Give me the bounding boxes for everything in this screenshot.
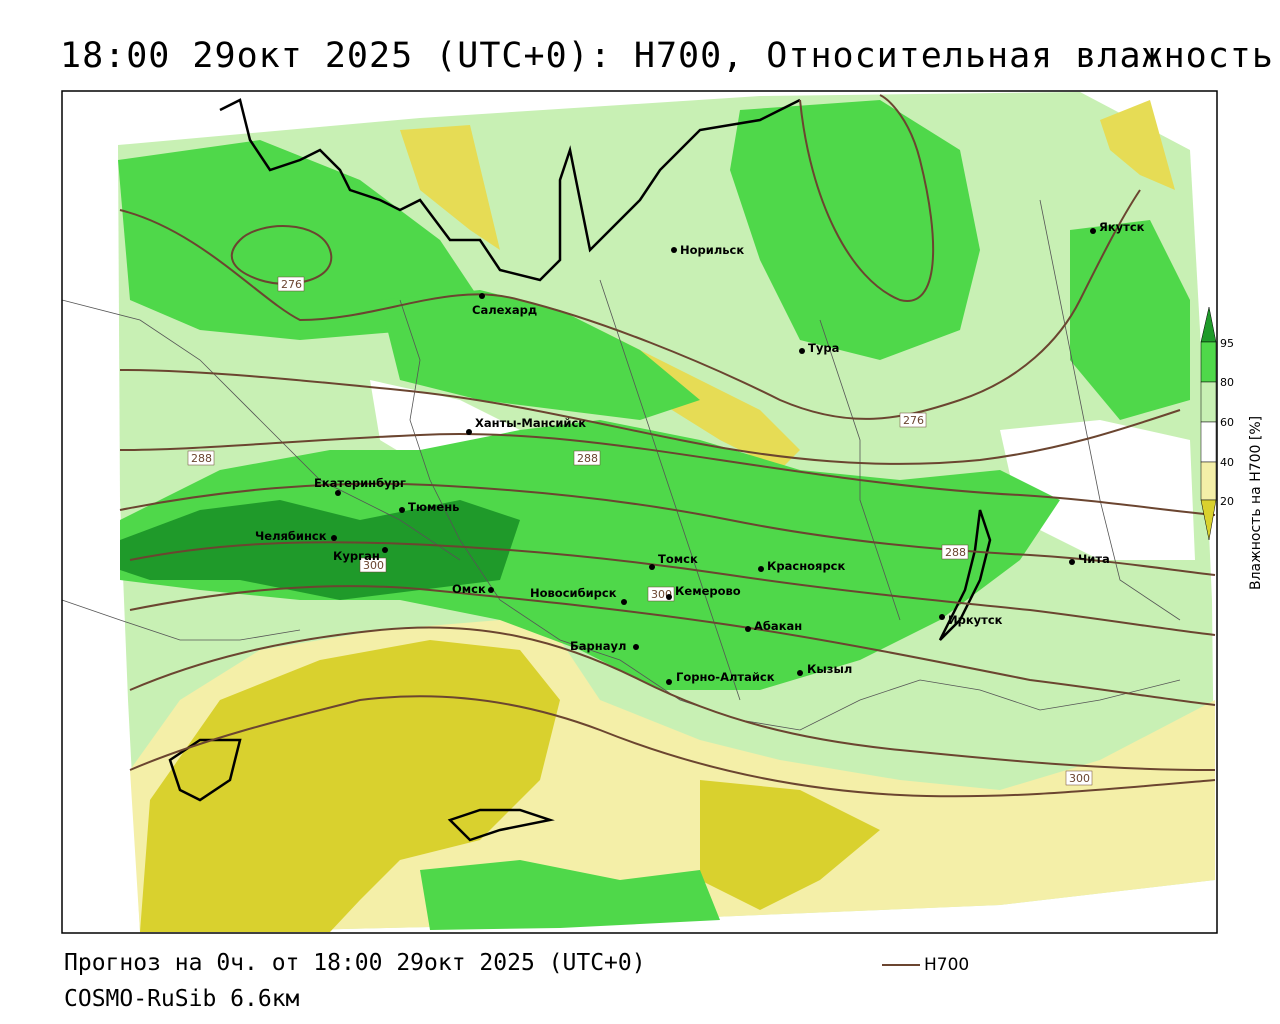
humid-zone-central-band [120,420,1060,690]
contour-label: 276 [903,414,924,427]
h700-legend-line [882,964,920,966]
dry-zone-east [700,780,880,910]
contour-labels: 276 276 288 288 288 300 300 300 [187,276,1093,786]
city-label: Томск [658,552,698,566]
contour-label: 300 [363,559,384,572]
map-title: 18:00 29окт 2025 (UTC+0): H700, Относите… [60,36,1274,76]
dry-zone-north [400,125,500,250]
city-label: Курган [333,549,380,563]
borders [61,199,1181,731]
contour-label: 288 [577,452,598,465]
city-label: Кызыл [807,662,852,676]
colorbar-tick: 95 [1220,337,1234,350]
contour-label: 288 [191,452,212,465]
colorbar-segment [1200,341,1217,383]
city-label: Чита [1078,552,1110,566]
colorbar-segment [1200,421,1217,463]
humid-zone-ural-core [120,500,520,600]
model-name: COSMO-RuSib 6.6км [64,986,300,1012]
contour-label: 300 [1069,772,1090,785]
humid-zone-yakutsk [1070,220,1190,420]
city-label: Новосибирск [530,586,617,600]
colorbar: 95 80 60 40 20 [1200,306,1234,541]
colorbar-tick: 80 [1220,376,1234,389]
city-label: Кемерово [675,584,741,598]
contour-label: 276 [281,278,302,291]
humid-zone-west-siberia [380,290,700,420]
city-label: Салехард [472,303,537,317]
forecast-info: Прогноз на 0ч. от 18:00 29окт 2025 (UTC+… [64,950,646,976]
city-label: Тюмень [408,500,459,514]
city-label: Омск [452,582,486,596]
city-label: Абакан [754,619,802,633]
city-label: Иркутск [948,613,1003,627]
city-label: Ханты-Мансийск [475,416,586,430]
city-label: Тура [808,341,839,355]
dry-zone-yakutia [1100,100,1175,190]
city-label: Якутск [1099,220,1145,234]
moderate-zone-east [1000,420,1195,560]
city-label: Горно-Алтайск [676,670,775,684]
colorbar-title: Влажность на H700 [%] [1248,415,1264,590]
map-frame [61,90,1218,934]
colorbar-bottom-arrow [1200,499,1217,541]
city-label: Екатеринбург [314,476,406,490]
city-label: Барнаул [570,639,626,653]
colorbar-segment [1200,461,1217,501]
colorbar-segment [1200,381,1217,423]
contour-label: 288 [945,546,966,559]
h700-contours [119,94,1216,798]
colorbar-tick: 20 [1220,495,1234,508]
city-label: Норильск [680,243,744,257]
city-markers: Норильск Якутск Салехард Тура Ханты-Манс… [255,220,1145,685]
humid-zone-taimyr [730,100,980,360]
city-label: Красноярск [767,559,845,573]
colorbar-tick: 40 [1220,456,1234,469]
city-label: Челябинск [255,529,327,543]
humid-zone-northwest [118,140,480,340]
dry-zone-kazakh [140,640,560,932]
colorbar-tick: 60 [1220,416,1234,429]
humid-zone-south [420,860,720,930]
h700-legend-label: H700 [924,955,970,975]
